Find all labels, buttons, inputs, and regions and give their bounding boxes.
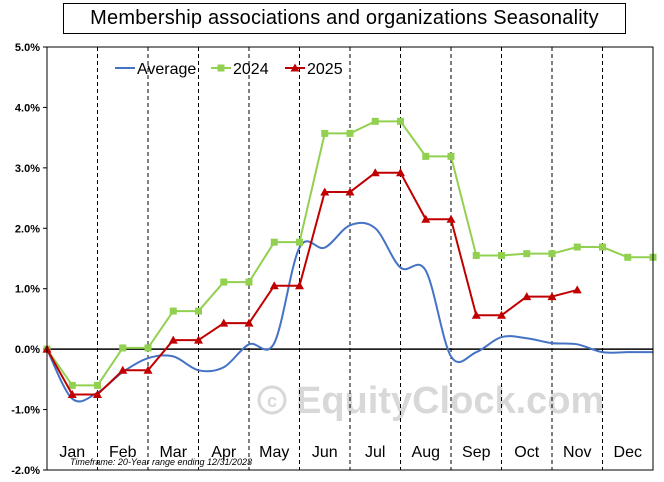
data-point bbox=[119, 344, 127, 352]
data-point bbox=[421, 214, 431, 223]
x-tick-label: Apr bbox=[211, 444, 237, 461]
data-point bbox=[447, 152, 455, 160]
legend: Average 2024 2025 bbox=[115, 61, 343, 78]
data-point bbox=[118, 365, 128, 374]
data-point bbox=[498, 251, 505, 259]
data-point bbox=[67, 389, 77, 398]
data-point bbox=[295, 281, 304, 290]
data-point bbox=[220, 278, 228, 286]
data-point bbox=[93, 389, 102, 398]
y-tick-label: -1.0% bbox=[11, 405, 40, 417]
data-point bbox=[321, 129, 329, 137]
series-group bbox=[42, 117, 657, 403]
x-tick-label: May bbox=[259, 444, 289, 461]
legend-marker bbox=[290, 63, 300, 72]
x-tick-label: Feb bbox=[109, 444, 137, 461]
copyright-icon bbox=[257, 385, 287, 415]
data-point bbox=[471, 310, 481, 319]
x-tick-label: Oct bbox=[514, 444, 539, 461]
copyright-icon-glyph: c bbox=[267, 391, 277, 411]
data-point bbox=[269, 281, 279, 290]
legend-label: Average bbox=[137, 61, 196, 78]
x-tick-label: Jul bbox=[365, 444, 385, 461]
series-0 bbox=[46, 221, 653, 403]
data-point bbox=[296, 238, 303, 246]
y-tick-label: -2.0% bbox=[11, 465, 40, 477]
data-point bbox=[270, 238, 278, 246]
data-point bbox=[194, 335, 203, 344]
data-point bbox=[446, 214, 456, 223]
x-tick-label: Aug bbox=[412, 444, 440, 461]
watermark-text: EquityClock.com bbox=[296, 380, 604, 422]
series-2 bbox=[42, 168, 582, 398]
data-point bbox=[169, 307, 177, 315]
data-point bbox=[244, 318, 254, 327]
y-axis: -2.0% -1.0% 0.0% 1.0% 2.0% 3.0% 4.0% 5.0% bbox=[11, 42, 653, 477]
data-point bbox=[547, 292, 557, 301]
data-point bbox=[346, 129, 354, 137]
y-tick-label: 2.0% bbox=[15, 223, 40, 235]
data-point bbox=[371, 117, 379, 125]
x-tick-label: Nov bbox=[563, 444, 591, 461]
legend-label: 2025 bbox=[307, 61, 343, 78]
data-point bbox=[624, 253, 632, 261]
x-tick-label: Dec bbox=[614, 444, 642, 461]
data-point bbox=[219, 318, 229, 327]
data-point bbox=[320, 187, 330, 196]
x-tick-label: Jan bbox=[59, 444, 85, 461]
series-line bbox=[46, 171, 578, 396]
legend-marker bbox=[217, 64, 225, 72]
data-point bbox=[572, 285, 582, 294]
y-tick-label: 1.0% bbox=[15, 284, 40, 296]
data-point bbox=[195, 307, 202, 315]
data-point bbox=[143, 365, 153, 374]
data-point bbox=[422, 152, 430, 160]
x-tick-label: Sep bbox=[462, 444, 491, 461]
data-point bbox=[497, 310, 506, 319]
data-point bbox=[144, 344, 152, 352]
y-tick-label: 5.0% bbox=[15, 42, 40, 54]
plot-frame bbox=[46, 46, 654, 471]
data-point bbox=[345, 187, 355, 196]
y-tick-label: 0.0% bbox=[15, 344, 40, 356]
data-point bbox=[370, 168, 380, 177]
x-tick-label: Jun bbox=[312, 444, 338, 461]
data-point bbox=[396, 168, 405, 177]
legend-label: 2024 bbox=[233, 61, 269, 78]
data-point bbox=[548, 250, 556, 258]
y-tick-label: 3.0% bbox=[15, 163, 40, 175]
data-point bbox=[94, 381, 101, 389]
y-tick-label: 4.0% bbox=[15, 102, 40, 114]
data-point bbox=[68, 381, 76, 389]
data-point bbox=[168, 335, 178, 344]
data-point bbox=[472, 251, 480, 259]
watermark: c EquityClock.com bbox=[257, 380, 604, 422]
data-point bbox=[245, 278, 253, 286]
series-line bbox=[46, 221, 653, 403]
chart-title: Membership associations and organization… bbox=[63, 3, 626, 34]
x-axis: Jan Feb Mar Apr May Jun Jul Aug Sep Oct Nov Dec bbox=[59, 444, 642, 461]
data-point bbox=[573, 243, 581, 251]
data-point bbox=[522, 292, 532, 301]
data-point bbox=[523, 250, 531, 258]
data-point bbox=[397, 117, 404, 125]
data-point bbox=[599, 243, 606, 251]
timeframe-footnote: Timeframe: 20-Year range ending 12/31/20… bbox=[70, 457, 252, 467]
x-tick-label: Mar bbox=[159, 444, 187, 461]
